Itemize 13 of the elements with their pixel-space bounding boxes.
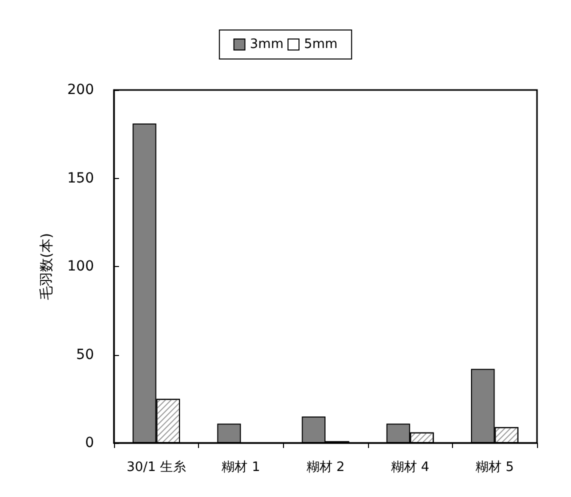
y-tick-label: 200 (67, 82, 94, 98)
y-tick-label: 100 (67, 258, 94, 274)
legend-label: 3mm (250, 37, 284, 52)
y-tick-label: 0 (85, 435, 94, 451)
x-tick-label: 糊材 4 (390, 460, 430, 475)
y-tick-label: 50 (76, 346, 94, 363)
x-tick-label: 30/1 生糸 (126, 460, 186, 475)
x-tick-label: 糊材 2 (306, 460, 345, 475)
x-tick-label: 糊材 5 (475, 460, 514, 475)
y-tick-label: 150 (67, 170, 94, 186)
x-tick-label: 糊材 1 (222, 460, 260, 475)
legend-label: 5mm (304, 37, 338, 52)
y-axis-title: 毛羽数(本) (39, 233, 55, 300)
